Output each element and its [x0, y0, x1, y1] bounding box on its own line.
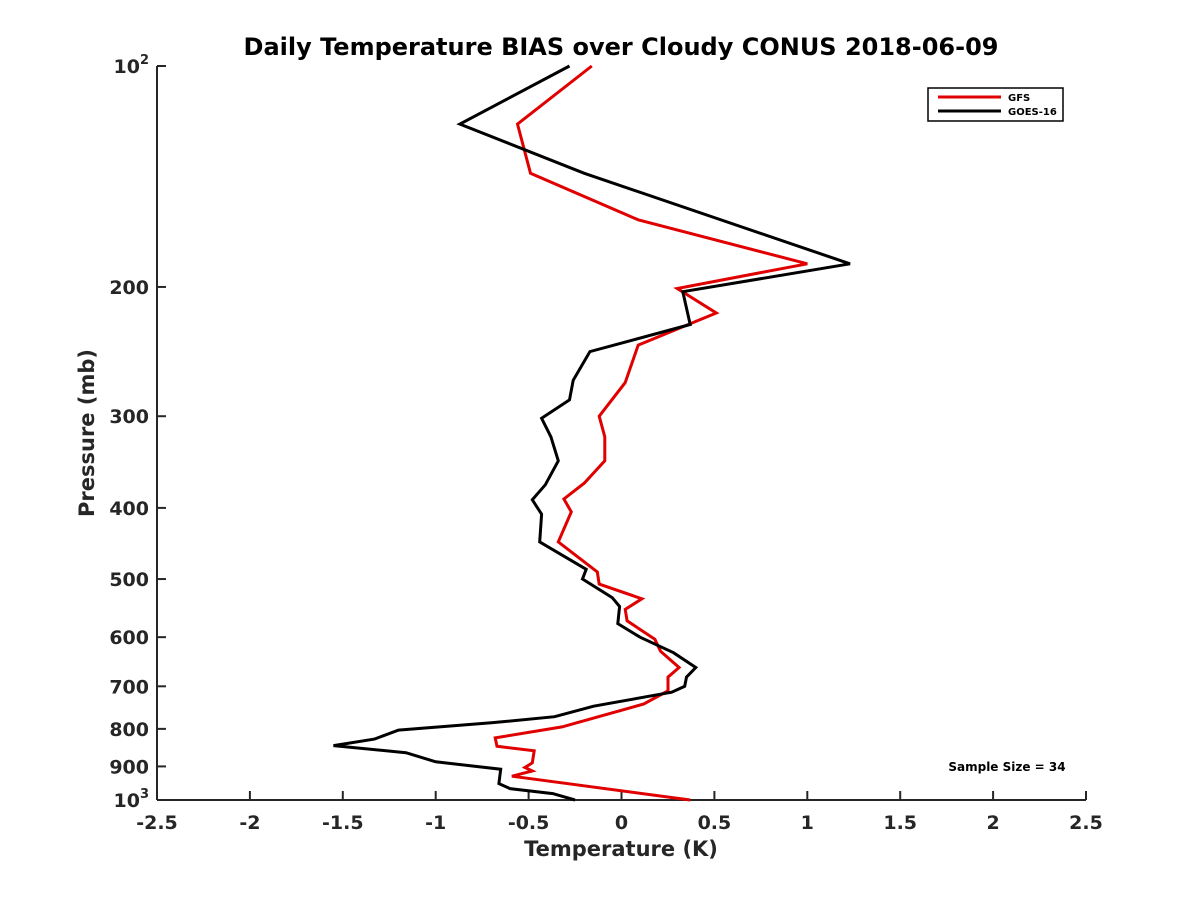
x-tick-label: 1.5: [883, 812, 917, 834]
series-line-goes-16: [333, 64, 851, 802]
y-tick-label: 800: [109, 719, 149, 741]
y-axis-label: Pressure (mb): [75, 349, 99, 517]
y-tick-label: 103: [114, 787, 150, 812]
y-tick-label: 700: [109, 676, 149, 698]
legend-box: [927, 87, 1064, 122]
y-tick-label: 500: [109, 569, 149, 591]
x-tick-label: 0: [615, 812, 628, 834]
x-tick-label: -2: [239, 812, 260, 834]
x-tick-label: -2.5: [136, 812, 178, 834]
x-tick-label: 1: [801, 812, 814, 834]
y-tick-label: 600: [109, 627, 149, 649]
x-tick-label: -0.5: [508, 812, 550, 834]
sample-size-annotation: Sample Size = 34: [948, 760, 1065, 774]
x-tick-label: 2: [986, 812, 999, 834]
y-tick-label: 400: [109, 498, 149, 520]
legend-label-gfs: GFS: [1008, 93, 1030, 104]
y-tick-label: 102: [114, 53, 150, 78]
legend: GFS GOES-16: [927, 87, 1064, 122]
x-tick-label: -1: [425, 812, 446, 834]
y-tick-label: 300: [109, 406, 149, 428]
legend-label-goes-16: GOES-16: [1008, 107, 1057, 118]
x-tick-label: 0.5: [698, 812, 732, 834]
chart-title: Daily Temperature BIAS over Cloudy CONUS…: [244, 33, 999, 61]
x-tick-label: 2.5: [1069, 812, 1103, 834]
y-tick-label: 200: [109, 277, 149, 299]
series-line-gfs: [493, 64, 808, 802]
x-axis-label: Temperature (K): [524, 837, 718, 861]
x-tick-label: -1.5: [322, 812, 364, 834]
y-tick-label: 900: [109, 756, 149, 778]
plot-area: -2.5 -2 -1.5 -1 -0.5 0 0.5 1 1.5 2 2.5 102 200 300 400…: [109, 53, 1103, 834]
